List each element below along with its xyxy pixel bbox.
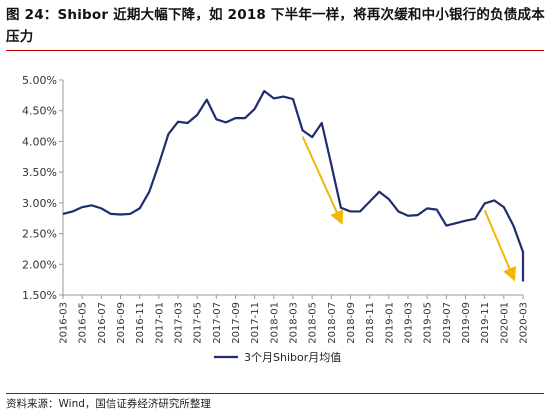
trend-arrow-1 [301,136,344,225]
x-tick-label: 2016-03 [59,302,70,344]
y-tick-label: 3.50% [22,166,57,179]
y-tick-label: 5.00% [22,74,57,87]
trend-arrow-2 [483,209,516,282]
legend-label: 3个月Shibor月均值 [244,351,341,364]
y-tick-label: 4.00% [22,135,57,148]
bottom-rule [6,393,544,394]
x-tick-label: 2019-05 [423,302,434,344]
x-tick-label: 2018-07 [327,302,338,344]
y-tick-label: 1.50% [22,289,57,302]
x-tick-label: 2016-05 [78,302,89,344]
x-tick-label: 2017-03 [174,302,185,344]
x-tick-label: 2017-07 [212,302,223,344]
x-tick-label: 2018-05 [308,302,319,344]
y-tick-label: 4.50% [22,105,57,118]
x-tick-label: 2017-11 [250,302,261,344]
x-tick-label: 2016-11 [135,302,146,344]
y-tick-label: 3.00% [22,197,57,210]
y-tick-label: 2.00% [22,258,57,271]
top-rule [6,50,544,51]
y-tick-label: 2.50% [22,228,57,241]
x-tick-label: 2016-07 [97,302,108,344]
x-tick-label: 2020-03 [519,302,530,344]
x-tick-label: 2017-09 [231,302,242,344]
x-tick-label: 2018-11 [365,302,376,344]
x-tick-label: 2019-09 [461,302,472,344]
x-tick-label: 2016-09 [116,302,127,344]
shibor-line-chart: 5.00% 4.50% 4.00% 3.50% 3.00% 2.50% 2.00% 1.50%… [22,74,530,364]
x-tick-label: 2017-05 [193,302,204,344]
x-tick-label: 2019-07 [442,302,453,344]
x-tick-label: 2018-09 [346,302,357,344]
x-tick-label: 2019-11 [480,302,491,344]
x-tick-label: 2018-03 [289,302,300,344]
x-tick-label: 2017-01 [154,302,165,344]
x-tick-label: 2020-01 [499,302,510,344]
x-tick-label: 2019-03 [404,302,415,344]
x-tick-label: 2018-01 [269,302,280,344]
figure-title: 图 24：Shibor 近期大幅下降，如 2018 下半年一样，将再次缓和中小银… [6,7,545,45]
x-tick-label: 2019-01 [384,302,395,344]
source-note: 资料来源：Wind，国信证券经济研究所整理 [6,398,211,410]
series-line-shibor-3m [62,89,525,282]
